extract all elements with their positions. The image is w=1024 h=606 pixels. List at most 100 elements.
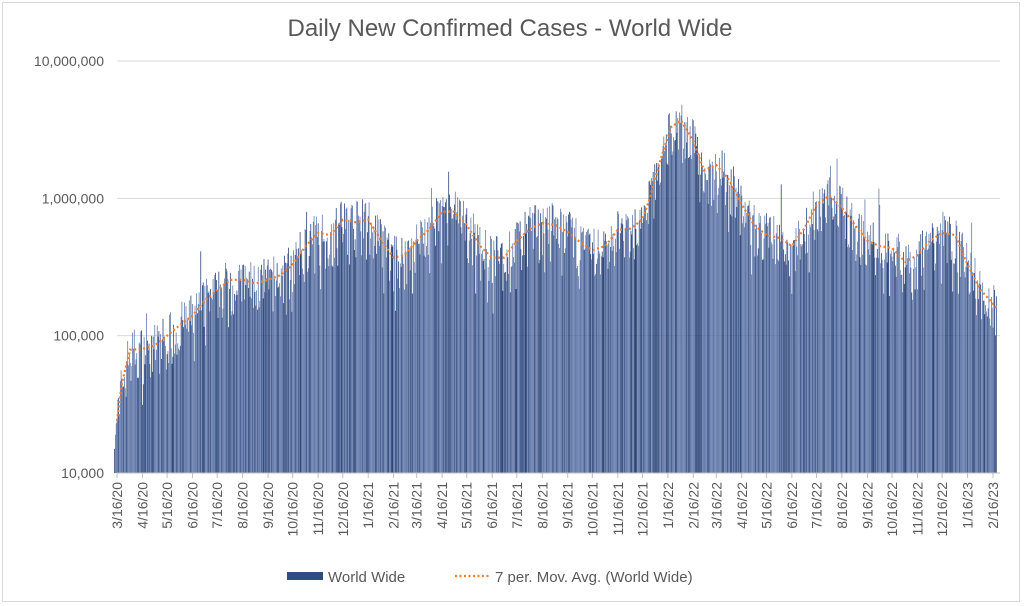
bar — [965, 266, 967, 473]
x-tick-label: 1/16/21 — [360, 482, 376, 529]
bar — [312, 244, 313, 473]
bar — [820, 216, 821, 473]
bar — [727, 175, 729, 473]
bar — [356, 201, 358, 473]
bar — [975, 298, 977, 473]
bar — [486, 249, 487, 473]
bar — [454, 191, 456, 473]
bar — [738, 193, 740, 473]
bar — [461, 233, 463, 473]
bar — [656, 180, 658, 473]
bar — [483, 258, 485, 473]
bar — [138, 342, 140, 473]
bar — [745, 222, 747, 473]
bar — [972, 272, 973, 473]
bar — [279, 283, 280, 473]
bar — [643, 205, 645, 473]
bar — [918, 241, 920, 473]
bar — [463, 200, 464, 473]
bar — [527, 266, 528, 473]
bar — [165, 345, 166, 473]
bar — [206, 278, 207, 473]
bar — [541, 255, 543, 473]
bar — [958, 231, 960, 473]
bar — [986, 311, 987, 473]
bar — [147, 340, 148, 473]
bar — [445, 202, 446, 473]
bar — [725, 205, 726, 473]
bar — [489, 259, 491, 473]
bar — [504, 272, 505, 473]
bar — [439, 203, 441, 473]
bar — [186, 328, 188, 473]
bar — [605, 241, 607, 473]
bar — [665, 134, 667, 473]
bar — [657, 163, 659, 473]
bar — [963, 271, 965, 473]
bar — [839, 185, 840, 473]
bar — [166, 354, 168, 473]
bar — [714, 179, 716, 474]
bar — [734, 176, 735, 473]
bar — [529, 206, 531, 473]
bar — [195, 314, 197, 473]
bar — [638, 220, 640, 473]
bar — [523, 235, 524, 473]
bar — [980, 284, 982, 473]
bar — [184, 324, 186, 473]
bar — [645, 207, 647, 473]
bar — [151, 371, 153, 473]
bar — [585, 235, 587, 473]
bar — [174, 344, 176, 473]
y-tick-label: 1,000,000 — [42, 190, 104, 206]
bar — [543, 233, 545, 473]
bar — [851, 202, 853, 474]
bar — [581, 232, 583, 473]
bar — [481, 250, 483, 473]
bar — [511, 265, 513, 473]
bar — [781, 235, 783, 473]
bar — [181, 301, 183, 473]
bar — [419, 254, 421, 473]
bar — [486, 302, 488, 473]
bar — [736, 206, 738, 474]
bar — [601, 256, 602, 473]
bar — [916, 249, 918, 473]
bar — [793, 240, 794, 473]
bar — [163, 341, 165, 473]
bar — [867, 249, 869, 473]
bar — [931, 241, 932, 473]
bar — [737, 191, 739, 473]
bar — [546, 218, 547, 473]
bar — [266, 278, 267, 473]
bar — [803, 230, 804, 473]
bar — [400, 266, 402, 473]
bar — [420, 220, 422, 473]
bar — [844, 215, 845, 473]
bar — [423, 255, 425, 473]
bar — [587, 230, 588, 473]
bar — [788, 260, 789, 473]
bar — [574, 237, 576, 473]
bar — [591, 259, 592, 473]
bar — [394, 235, 395, 473]
bar — [868, 235, 870, 473]
bar — [295, 241, 297, 473]
bar — [408, 247, 410, 473]
bar — [247, 279, 248, 473]
bar — [183, 327, 184, 473]
bar — [680, 115, 682, 474]
bar — [274, 278, 276, 473]
x-tick-label: 6/16/22 — [784, 482, 800, 529]
x-tick-label: 7/16/20 — [209, 482, 225, 529]
bar — [329, 254, 331, 473]
bar — [463, 223, 465, 473]
bar — [722, 177, 724, 473]
bar — [319, 265, 321, 473]
bar — [270, 268, 271, 473]
bar — [154, 324, 156, 473]
bar — [961, 234, 963, 473]
bar — [451, 219, 453, 473]
bar — [531, 231, 533, 473]
bar — [847, 247, 849, 473]
